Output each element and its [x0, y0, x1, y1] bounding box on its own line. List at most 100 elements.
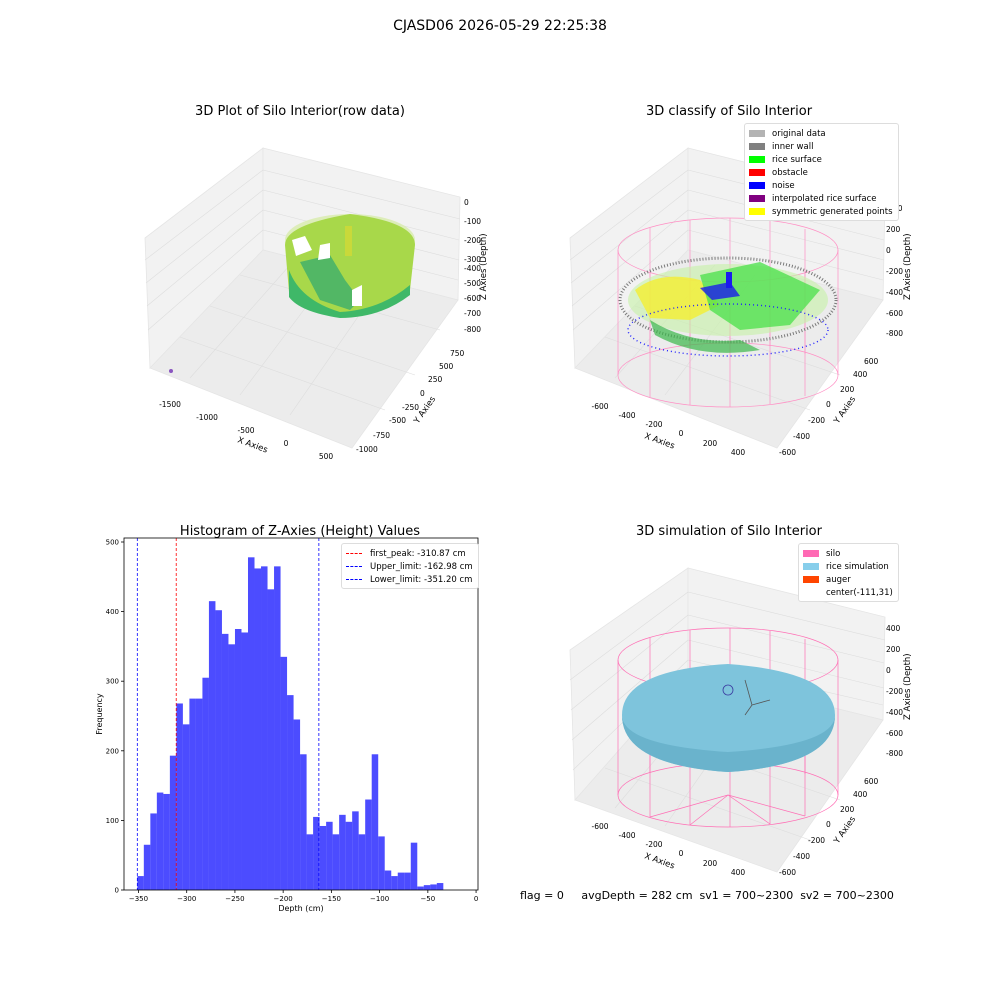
legend-label: interpolated rice surface: [772, 193, 877, 204]
legend-swatch: [803, 550, 819, 557]
classify-x-tick-labels: -600 -400 -200 0 200 400: [591, 402, 745, 457]
legend-swatch: [749, 130, 765, 137]
simulation-x-tick: -400: [618, 831, 635, 840]
simulation-legend-item: rice simulation: [803, 560, 893, 573]
legend-swatch: [749, 195, 765, 202]
raw-z-tick: -800: [464, 325, 481, 334]
histogram-bar: [261, 566, 268, 890]
classify-x-tick: -200: [645, 420, 662, 429]
histogram-bar: [267, 589, 275, 890]
histogram-y-tick-label: 0: [115, 887, 119, 895]
classify-z-tick: -400: [886, 288, 903, 297]
histogram-bar: [182, 724, 190, 890]
classify-x-tick: 200: [703, 439, 718, 448]
classify-legend-item: symmetric generated points: [749, 205, 893, 218]
histogram-bar: [397, 872, 405, 890]
simulation-y-tick: 600: [864, 777, 879, 786]
figure-title: CJASD06 2026-05-29 22:25:38: [393, 18, 607, 34]
legend-line-swatch: [346, 553, 362, 554]
raw-z-tick: -200: [464, 236, 481, 245]
raw-z-tick: -500: [464, 279, 481, 288]
histogram-y-tick-label: 100: [106, 817, 119, 825]
simulation-y-tick: 0: [826, 820, 831, 829]
legend-label: rice surface: [772, 154, 822, 165]
classify-z-label: Z Axies (Depth): [903, 233, 913, 300]
histogram-bar: [410, 842, 418, 890]
histogram-title: Histogram of Z-Axies (Height) Values: [179, 524, 421, 539]
histogram-y-ticks: 0 100 200 300 400 500: [106, 539, 124, 895]
raw-y-tick: 500: [439, 362, 454, 371]
classify-legend: original data inner wall rice surface ob…: [744, 123, 899, 221]
legend-swatch: [803, 576, 819, 583]
classify-z-tick: -800: [886, 329, 903, 338]
simulation-y-tick: -200: [808, 836, 825, 845]
legend-label: silo: [826, 548, 841, 559]
legend-swatch: [749, 182, 765, 189]
simulation-x-tick: 400: [731, 868, 746, 877]
classify-x-tick: 400: [731, 448, 746, 457]
legend-line-swatch: [346, 579, 362, 580]
histogram-y-tick-label: 300: [106, 678, 119, 686]
legend-swatch: [803, 563, 819, 570]
legend-label: inner wall: [772, 141, 814, 152]
histogram-bar: [202, 677, 209, 890]
legend-label: obstacle: [772, 167, 808, 178]
legend-swatch: [749, 169, 765, 176]
simulation-legend-item: auger: [803, 573, 893, 586]
histogram-bar: [234, 629, 242, 890]
legend-label: auger: [826, 574, 851, 585]
histogram-bar: [287, 695, 294, 890]
simulation-y-tick: 200: [840, 805, 855, 814]
status-footer: flag = 0 avgDepth = 282 cm sv1 = 700~230…: [520, 889, 894, 902]
simulation-z-tick: -600: [886, 729, 903, 738]
legend-label: center(-111,31): [826, 587, 893, 598]
classify-legend-item: noise: [749, 179, 893, 192]
raw-y-tick: -750: [373, 431, 390, 440]
simulation-y-tick: -400: [793, 852, 810, 861]
histogram-bars: [137, 557, 444, 890]
legend-swatch: [749, 156, 765, 163]
classify-x-tick: -600: [591, 402, 608, 411]
histogram-bar: [378, 836, 385, 890]
histogram-bar: [358, 834, 366, 890]
raw-plot-title: 3D Plot of Silo Interior(row data): [195, 104, 405, 119]
raw-y-tick: 250: [428, 375, 443, 384]
histogram-bar: [423, 885, 431, 890]
histogram-bar: [404, 872, 411, 890]
histogram-bar: [293, 719, 301, 890]
legend-swatch: [749, 143, 765, 150]
legend-label: symmetric generated points: [772, 206, 893, 217]
simulation-z-tick: 0: [886, 666, 891, 675]
classify-y-tick: 600: [864, 357, 879, 366]
raw-y-tick: -250: [402, 403, 419, 412]
classify-plot-title: 3D classify of Silo Interior: [645, 104, 813, 119]
raw-y-tick-labels: -1000 -750 -500 -250 0 250 500 750: [356, 349, 465, 454]
legend-label: Upper_limit: -162.98 cm: [370, 561, 473, 572]
histogram-bar: [345, 821, 353, 890]
raw-z-tick: -700: [464, 309, 481, 318]
histogram-bar: [195, 698, 203, 890]
histogram-y-label: Frequency: [95, 693, 104, 735]
classify-x-tick: -400: [618, 411, 635, 420]
classify-y-tick: 400: [853, 370, 868, 379]
simulation-x-tick-labels: -600 -400 -200 0 200 400: [591, 822, 745, 877]
histogram-bar: [143, 844, 151, 890]
histogram-x-label: Depth (cm): [278, 904, 323, 913]
histogram-bar: [176, 703, 183, 890]
raw-x-tick: 500: [319, 452, 334, 461]
classify-point-cloud: [618, 256, 838, 357]
simulation-z-tick: -800: [886, 749, 903, 758]
histogram-x-tick-label: −350: [129, 895, 148, 903]
histogram-bar: [436, 883, 444, 890]
histogram-y-tick-label: 500: [106, 539, 119, 547]
classify-y-tick: 0: [826, 400, 831, 409]
simulation-plot-title: 3D simulation of Silo Interior: [636, 524, 822, 539]
histogram-bar: [384, 870, 392, 890]
legend-label: Lower_limit: -351.20 cm: [370, 574, 473, 585]
classify-z-tick: 0: [886, 246, 891, 255]
histogram-bar: [280, 656, 288, 890]
histogram-x-tick-label: −300: [177, 895, 196, 903]
raw-z-tick: -300: [464, 255, 481, 264]
